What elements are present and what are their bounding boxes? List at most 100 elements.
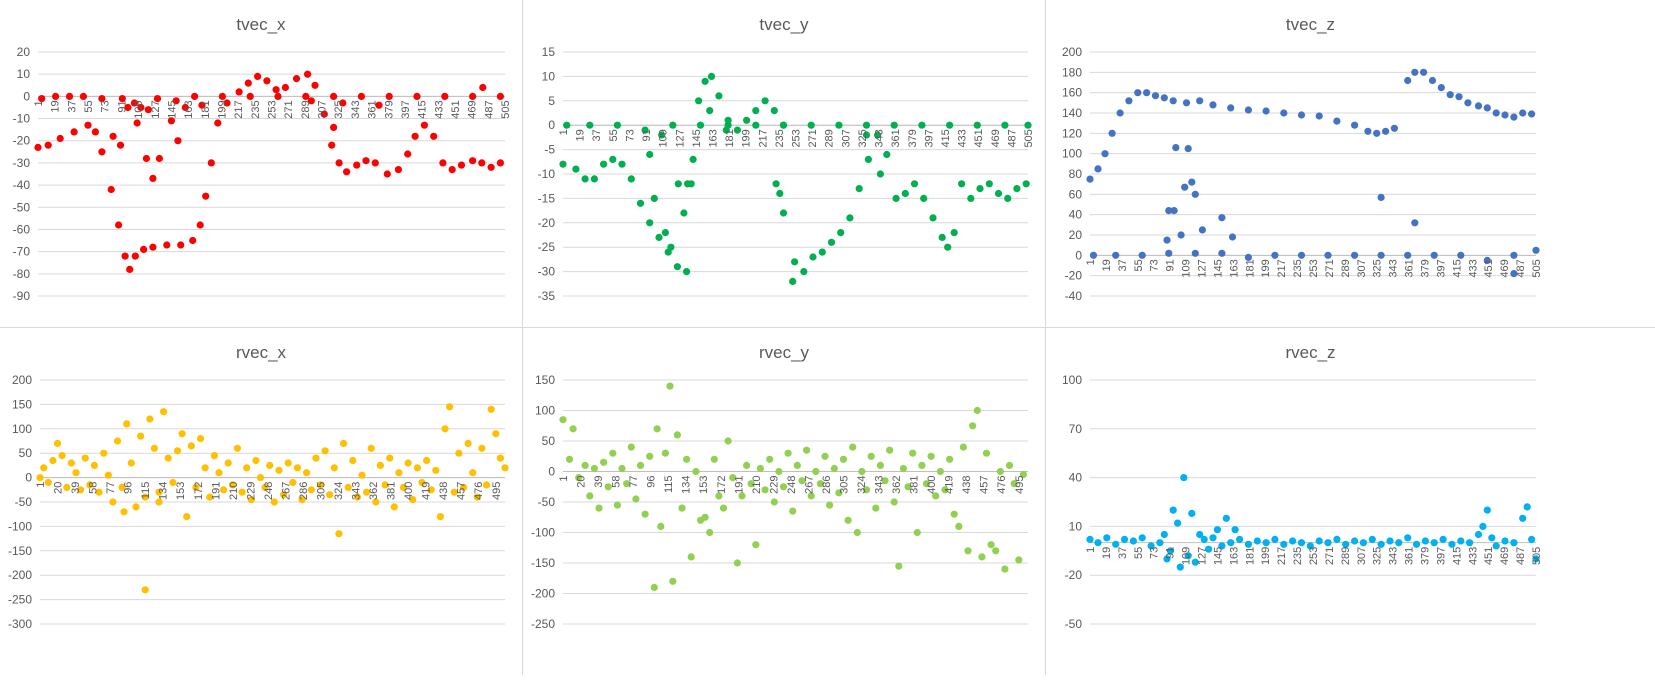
data-point [946,455,954,463]
x-tick-label: 20 [576,476,588,488]
x-tick-label: 505 [1531,547,1543,565]
x-tick-label: 397 [1435,547,1447,565]
data-point [650,194,658,202]
x-tick-label: 109 [658,129,670,147]
data-point [793,461,801,469]
x-tick-label: 91 [116,100,128,112]
data-point [849,443,857,451]
data-point [1404,534,1412,542]
x-tick-label: 457 [456,482,468,500]
chart-title: tvec_y [759,15,809,34]
data-point [399,483,408,491]
y-tick-label: 180 [1062,65,1082,79]
data-point [1184,145,1192,153]
data-point [120,508,128,516]
data-point [969,422,977,430]
data-point [1297,111,1306,119]
x-tick-label: 145 [166,100,178,118]
chart-tvec-z: tvec_z -40 -20 0 20 40 60 80 100 120 140 160 180 200 1… [1062,15,1543,303]
y-tick-label: 40 [1069,471,1083,485]
data-point [830,464,838,473]
data-point [214,119,222,127]
data-point [743,461,751,469]
data-point [932,492,940,500]
x-tick-label: 109 [1181,547,1193,565]
data-point [586,492,594,500]
data-point [1479,522,1487,530]
data-point [864,155,872,163]
x-tick-label: 181 [200,100,212,118]
y-tick-label: 150 [535,373,555,387]
data-point [973,406,981,415]
data-point [344,483,352,491]
data-point [770,107,778,115]
y-tick-label: 100 [535,404,555,418]
data-point [113,437,122,445]
x-tick-label: 361 [890,129,902,147]
x-tick-label: 433 [957,129,969,147]
y-tick-label: 50 [19,446,33,460]
data-point [349,456,357,465]
data-point [1231,526,1239,534]
data-point [733,559,741,567]
x-tick-label: 1 [1085,547,1097,553]
y-tick-label: 0 [23,89,30,103]
y-tick-label: 0 [25,471,32,485]
data-point [559,160,567,168]
y-tick-label: -150 [531,556,555,570]
data-point [715,92,723,100]
x-tick-label: 343 [350,100,362,118]
x-tick-label: 163 [708,129,720,147]
y-tick-label: -50 [13,200,31,214]
x-tick-label: 19 [1101,547,1113,559]
x-tick-label: 307 [840,129,852,147]
x-tick-label: 58 [88,482,100,494]
data-point [1262,107,1270,115]
data-point [1377,251,1385,259]
data-point [800,268,808,276]
data-point [371,159,379,167]
data-point [58,452,66,460]
data-point [985,180,993,188]
data-point [1218,542,1226,550]
data-point [987,541,995,549]
data-point [330,123,338,131]
data-point [803,446,811,454]
x-tick-label: 20 [53,482,65,494]
data-point [936,467,944,476]
x-tick-label: 361 [1404,547,1416,565]
data-point [706,107,714,115]
data-point [261,483,269,491]
data-point [1169,506,1177,514]
x-tick-label: 248 [786,476,798,494]
data-point [330,464,338,472]
x-tick-label: 307 [317,100,329,118]
x-tick-label: 487 [483,100,495,118]
data-point [427,486,435,494]
data-point [169,478,177,487]
data-point [126,265,134,273]
data-point [1359,539,1367,547]
data-point [650,583,658,591]
data-point [1218,214,1226,222]
x-tick-label: 433 [433,100,445,118]
y-tick-label: 200 [1062,45,1082,59]
x-tick-label: 127 [1197,259,1209,277]
data-point [202,192,210,200]
data-point [339,439,348,447]
data-point [669,121,677,129]
data-point [715,492,723,500]
x-tick-label: 181 [1244,259,1256,277]
x-tick-label: 163 [183,100,195,118]
data-point [779,209,788,217]
data-point [191,92,199,100]
data-point [246,92,254,100]
x-tick-label: 127 [1197,547,1209,565]
data-point [450,488,458,496]
data-point [1244,253,1252,261]
y-tick-label: -300 [8,617,32,631]
data-point [950,510,958,518]
x-tick-label: 362 [368,482,380,500]
data-point [1395,539,1403,547]
data-point [747,480,755,488]
